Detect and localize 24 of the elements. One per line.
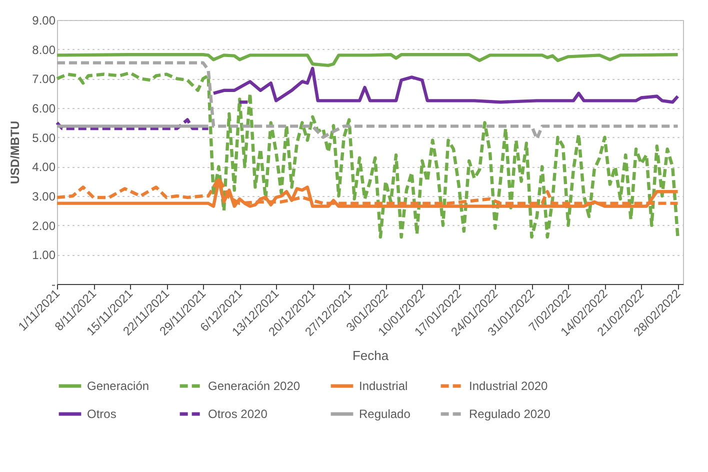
y-tick-label: 7.00	[32, 72, 56, 86]
y-tick-label: 1.00	[32, 248, 56, 262]
legend-label: Otros 2020	[208, 407, 268, 421]
y-tick-label: 9.00	[32, 14, 56, 28]
y-tick-label: 2.00	[32, 218, 56, 233]
legend-label: Generación	[87, 379, 150, 393]
legend-label: Regulado	[359, 407, 411, 421]
y-tick-label: 4.00	[32, 160, 56, 174]
legend-label: Otros	[87, 407, 116, 421]
line-series	[55, 61, 680, 140]
legend-label: Generación 2020	[208, 379, 300, 393]
y-tick-label: 5.00	[32, 130, 56, 145]
legend-label: Regulado 2020	[469, 407, 551, 421]
line-series	[212, 66, 680, 104]
x-axis-title: Fecha	[352, 348, 390, 364]
y-tick-label: 8.00	[32, 42, 56, 57]
y-axis-title: USD/MBTU	[8, 120, 22, 184]
legend-label: Industrial 2020	[469, 379, 548, 393]
line-series	[55, 53, 680, 68]
y-tick-label: 3.00	[32, 190, 56, 204]
line-series	[55, 71, 680, 239]
y-tick-label: 6.00	[32, 102, 56, 116]
y-tick-label: -	[52, 278, 56, 292]
legend-label: Industrial	[359, 379, 408, 393]
